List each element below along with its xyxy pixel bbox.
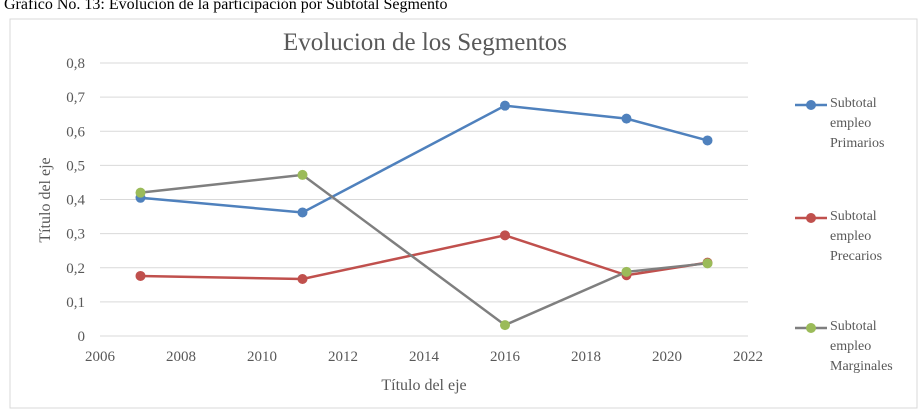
data-point <box>702 258 713 269</box>
x-tick-label: 2018 <box>571 349 601 365</box>
data-point <box>135 270 146 281</box>
y-tick-label: 0,8 <box>66 56 85 72</box>
x-tick-label: 2022 <box>733 349 763 365</box>
x-axis-label: Título del eje <box>381 377 466 394</box>
caption: Gráfico No. 13: Evolución de la particip… <box>4 0 447 13</box>
data-point <box>500 320 510 331</box>
x-tick-label: 2012 <box>328 349 358 365</box>
chart-frame <box>9 18 918 409</box>
data-point <box>135 187 146 198</box>
x-tick-label: 2016 <box>490 349 521 365</box>
y-tick-label: 0,2 <box>66 261 85 277</box>
x-tick-label: 2010 <box>247 349 277 365</box>
y-axis-label: Título del eje <box>37 157 54 242</box>
y-tick-label: 0,3 <box>66 227 85 243</box>
legend-label: Subtotal empleo Marginales <box>830 319 893 374</box>
x-tick-label: 2008 <box>166 349 196 365</box>
data-point <box>702 135 713 146</box>
data-point <box>297 207 308 218</box>
data-point <box>297 169 308 180</box>
y-tick-label: 0,6 <box>66 124 85 140</box>
data-point <box>500 100 510 111</box>
x-tick-label: 2020 <box>652 349 682 365</box>
legend-label: Subtotal empleo Primarios <box>830 96 885 151</box>
y-tick-label: 0,1 <box>66 295 85 311</box>
x-tick-label: 2006 <box>85 349 116 365</box>
legend-marker <box>806 323 816 333</box>
y-tick-label: 0,5 <box>66 158 85 174</box>
data-point <box>621 266 632 277</box>
data-point <box>621 113 632 124</box>
legend-label: Subtotal empleo Precarios <box>830 209 883 264</box>
y-tick-label: 0 <box>78 329 86 345</box>
chart-title: Evolucion de los Segmentos <box>283 29 567 56</box>
data-point <box>500 230 510 241</box>
x-tick-label: 2014 <box>409 349 440 365</box>
legend-marker <box>806 213 816 223</box>
y-tick-label: 0,7 <box>66 90 85 106</box>
data-point <box>297 274 308 285</box>
legend-marker <box>806 100 816 110</box>
y-tick-label: 0,4 <box>66 193 85 209</box>
